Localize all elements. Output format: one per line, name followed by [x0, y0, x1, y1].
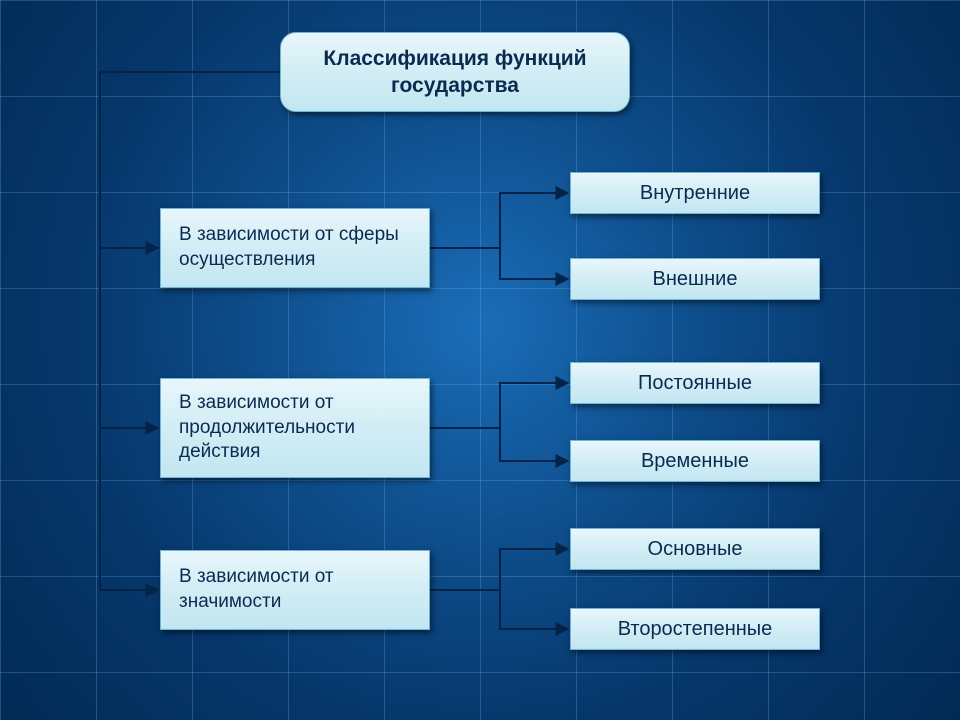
- leaf-secondary: Второстепенные: [570, 608, 820, 650]
- leaf-label: Внутренние: [640, 182, 750, 205]
- leaf-label: Временные: [641, 450, 749, 473]
- category-label: В зависимости от значимости: [179, 565, 411, 614]
- leaf-internal: Внутренние: [570, 172, 820, 214]
- diagram-title-text: Классификация функций государства: [301, 45, 609, 100]
- category-label: В зависимости от продолжительности дейст…: [179, 391, 411, 465]
- category-importance: В зависимости от значимости: [160, 550, 430, 630]
- leaf-label: Постоянные: [638, 372, 752, 395]
- leaf-label: Основные: [648, 538, 743, 561]
- category-sphere: В зависимости от сферы осуществления: [160, 208, 430, 288]
- leaf-temporary: Временные: [570, 440, 820, 482]
- category-duration: В зависимости от продолжительности дейст…: [160, 378, 430, 478]
- diagram-title: Классификация функций государства: [280, 32, 630, 112]
- category-label: В зависимости от сферы осуществления: [179, 223, 411, 272]
- leaf-permanent: Постоянные: [570, 362, 820, 404]
- leaf-external: Внешние: [570, 258, 820, 300]
- leaf-label: Второстепенные: [618, 618, 773, 641]
- leaf-label: Внешние: [653, 268, 738, 291]
- leaf-main: Основные: [570, 528, 820, 570]
